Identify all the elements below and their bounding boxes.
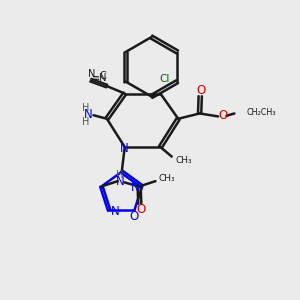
Text: CH₂CH₃: CH₂CH₃ xyxy=(247,108,276,117)
Text: N: N xyxy=(88,69,96,79)
Text: CH₃: CH₃ xyxy=(158,174,175,183)
Text: Cl: Cl xyxy=(160,74,170,84)
Text: H: H xyxy=(116,169,124,180)
Text: CH₃: CH₃ xyxy=(175,156,192,165)
Text: ≡N: ≡N xyxy=(92,73,107,83)
Text: N: N xyxy=(116,175,125,188)
Text: O: O xyxy=(196,84,206,97)
Text: N: N xyxy=(84,108,93,121)
Text: N: N xyxy=(131,181,140,194)
Text: O: O xyxy=(218,109,227,122)
Text: N: N xyxy=(111,205,120,218)
Text: N: N xyxy=(120,142,129,155)
Text: C: C xyxy=(99,71,106,81)
Text: O: O xyxy=(136,202,145,216)
Text: O: O xyxy=(130,210,139,223)
Text: H: H xyxy=(82,103,90,113)
Text: H: H xyxy=(82,117,90,127)
